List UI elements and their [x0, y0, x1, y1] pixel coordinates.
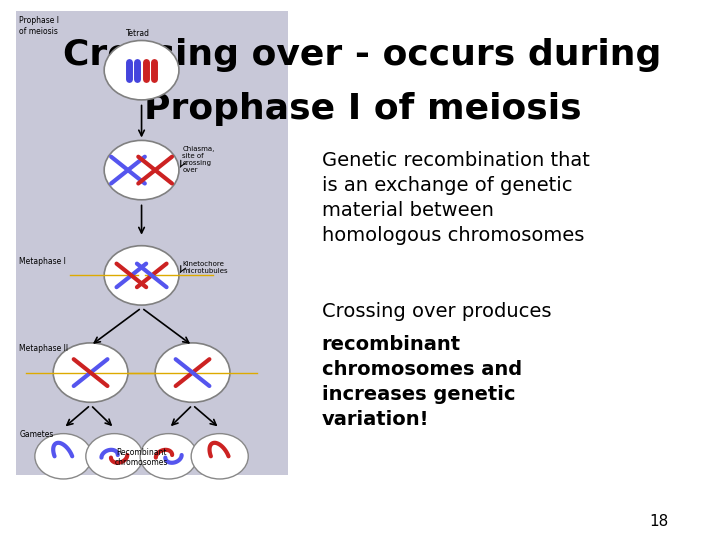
Circle shape: [104, 246, 179, 305]
Circle shape: [192, 434, 248, 479]
Text: Kinetochore
microtubules: Kinetochore microtubules: [182, 261, 228, 274]
Text: Crossing over - occurs during: Crossing over - occurs during: [63, 38, 662, 72]
Text: Chiasma,
site of
crossing
over: Chiasma, site of crossing over: [182, 146, 215, 173]
Text: 18: 18: [649, 514, 668, 529]
Circle shape: [155, 343, 230, 402]
Circle shape: [86, 434, 143, 479]
Text: Prophase I of meiosis: Prophase I of meiosis: [143, 92, 581, 126]
Circle shape: [53, 343, 128, 402]
Text: Gametes: Gametes: [19, 430, 53, 439]
Text: Crossing over produces: Crossing over produces: [322, 302, 551, 346]
Text: Tetrad: Tetrad: [126, 29, 150, 38]
Text: Prophase I
of meiosis: Prophase I of meiosis: [19, 16, 59, 36]
Circle shape: [104, 40, 179, 100]
Circle shape: [104, 140, 179, 200]
Circle shape: [140, 434, 197, 479]
Text: Metaphase II: Metaphase II: [19, 344, 68, 353]
Text: Genetic recombination that
is an exchange of genetic
material between
homologous: Genetic recombination that is an exchang…: [322, 151, 590, 245]
Circle shape: [35, 434, 92, 479]
Text: Metaphase I: Metaphase I: [19, 258, 66, 266]
FancyBboxPatch shape: [16, 11, 288, 475]
Text: Recombinant
chromosomes: Recombinant chromosomes: [115, 448, 168, 467]
Text: recombinant
chromosomes and
increases genetic
variation!: recombinant chromosomes and increases ge…: [322, 335, 522, 429]
